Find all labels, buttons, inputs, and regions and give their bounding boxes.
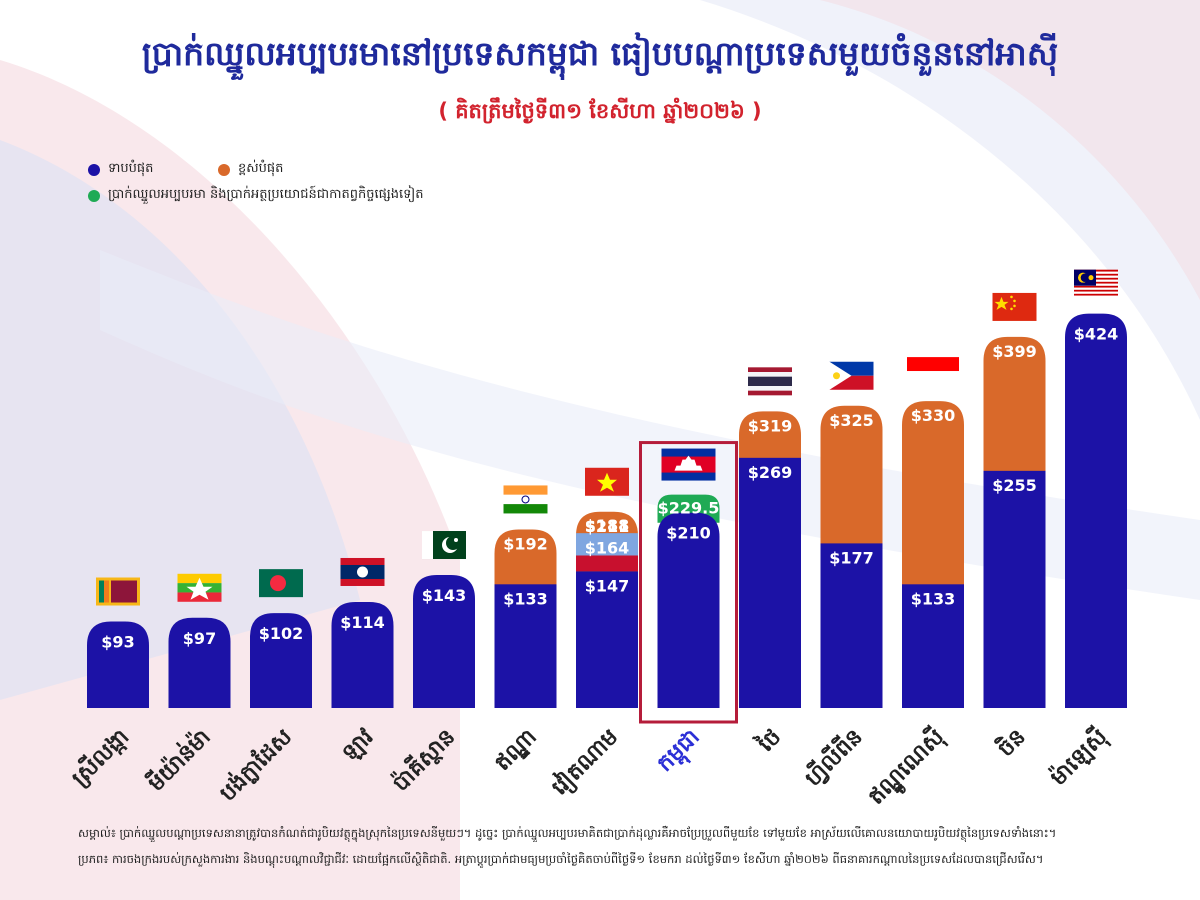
bar-mid-segment-blue bbox=[576, 533, 638, 556]
bar-low-segment bbox=[168, 617, 231, 708]
legend-label-high: ខ្ពស់បំផុត bbox=[238, 161, 284, 176]
category-label: ស្រីលង្កា bbox=[65, 722, 134, 791]
category-label: មីយ៉ាន់ម៉ា bbox=[142, 722, 216, 796]
myanmar-flag bbox=[177, 573, 222, 602]
data-label-low: $177 bbox=[829, 548, 874, 567]
data-label-high: $325 bbox=[829, 411, 874, 430]
data-label-low: $133 bbox=[911, 589, 956, 608]
bar-low-segment bbox=[983, 470, 1046, 708]
bar-low-segment bbox=[657, 512, 720, 708]
bar-mid-segment-red bbox=[576, 555, 638, 572]
data-label-low: $97 bbox=[183, 629, 216, 648]
thailand-flag bbox=[748, 367, 792, 396]
footnote-note: សម្គាល់៖ ប្រាក់ឈ្នួលបណ្តាប្រទេសនានាត្រូវ… bbox=[78, 826, 1057, 840]
highlight-frame bbox=[639, 441, 738, 724]
bar-low-segment bbox=[820, 543, 883, 708]
pakistan-flag bbox=[422, 531, 466, 560]
category-label: ឥណ្ឌា bbox=[490, 725, 541, 776]
vietnam-flag bbox=[585, 467, 629, 496]
data-label-low: $102 bbox=[259, 624, 304, 643]
data-label-mid: $188 bbox=[585, 516, 630, 535]
data-label-low: $114 bbox=[340, 613, 385, 632]
category-label: ឥណ្ឌូណេស៊ី bbox=[862, 722, 953, 813]
data-label-high: $330 bbox=[911, 406, 956, 425]
legend-swatch-low bbox=[88, 163, 100, 176]
category-label: បង់ក្លាដែស bbox=[213, 722, 297, 806]
bar-high-segment bbox=[902, 401, 964, 587]
bar-low-segment bbox=[902, 584, 964, 708]
legend-item-benefits: ប្រាក់ឈ្នួលអប្បបរមា និងប្រាក់អត្ថប្រយោជន… bbox=[88, 186, 424, 205]
category-label: ចិន bbox=[991, 722, 1031, 762]
data-label-high: $192 bbox=[503, 534, 548, 553]
bar-high-segment bbox=[983, 336, 1046, 473]
bar-high-segment bbox=[820, 405, 883, 546]
category-label: ប៉ាគីស្ថាន bbox=[386, 722, 460, 796]
data-label-benefits: $229.5 bbox=[658, 499, 720, 518]
bar-low-segment bbox=[576, 571, 638, 708]
bar-low-segment bbox=[739, 457, 801, 708]
china-flag bbox=[992, 292, 1037, 321]
legend-label-low: ទាបបំផុត bbox=[108, 161, 154, 176]
bar-low-segment bbox=[250, 613, 312, 708]
india-flag bbox=[503, 485, 548, 514]
page-subtitle: ( គិតត្រឹមថ្ងៃទី៣១ ខែសីហា ឆ្នាំ២០២៦ ) bbox=[438, 99, 762, 123]
data-label-low: $143 bbox=[422, 586, 467, 605]
bar-low-segment bbox=[494, 584, 557, 708]
bar-high-segment bbox=[494, 529, 557, 587]
data-label-low: $210 bbox=[666, 524, 711, 543]
bar-low-segment bbox=[1065, 313, 1127, 708]
page-title: ប្រាក់ឈ្នួលអប្បបរមានៅប្រទេសកម្ពុជា ធៀបបណ… bbox=[141, 34, 1059, 73]
category-label: ម៉ាឡេស៊ី bbox=[1044, 722, 1114, 792]
data-label-high: $319 bbox=[748, 416, 793, 435]
data-label-high: $211 bbox=[585, 517, 630, 536]
legend-swatch-high bbox=[218, 163, 230, 176]
bar-low-segment bbox=[87, 621, 149, 708]
sri-lanka-flag bbox=[96, 577, 140, 606]
category-label: ថៃ bbox=[751, 722, 786, 757]
category-label: កម្ពុជា bbox=[652, 725, 708, 781]
laos-flag bbox=[340, 557, 385, 586]
bar-low-segment bbox=[331, 601, 394, 708]
data-label-low: $424 bbox=[1074, 325, 1119, 344]
cambodia-flag bbox=[661, 448, 716, 481]
bar-low-segment bbox=[413, 575, 475, 708]
footnote-source: ប្រភព៖ ការចងក្រងរបស់ក្រសួងការងារ និងបណ្ត… bbox=[78, 852, 1044, 866]
category-label: ឡាវ bbox=[337, 725, 379, 767]
data-label-high: $399 bbox=[992, 342, 1037, 361]
bangladesh-flag bbox=[259, 569, 303, 598]
bar-high-segment bbox=[739, 411, 801, 460]
data-label-low: $133 bbox=[503, 589, 548, 608]
data-label-low: $269 bbox=[748, 463, 793, 482]
philippines-flag bbox=[829, 361, 874, 390]
legend-swatch-benefits bbox=[88, 189, 100, 202]
legend-label-benefits: ប្រាក់ឈ្នួលអប្បបរមា និងប្រាក់អត្ថប្រយោជន… bbox=[108, 187, 424, 202]
category-label: ហ្វីលីពីន bbox=[799, 722, 868, 791]
data-label-low: $93 bbox=[101, 633, 134, 652]
category-label: វៀតណាម bbox=[545, 722, 624, 801]
indonesia-flag bbox=[907, 357, 959, 386]
data-label-low: $147 bbox=[585, 576, 630, 595]
data-label-low: $255 bbox=[992, 476, 1037, 495]
malaysia-flag bbox=[1074, 269, 1118, 298]
legend-item-low: ទាបបំផុត bbox=[88, 160, 153, 179]
legend-item-high: ខ្ពស់បំផុត bbox=[218, 160, 283, 179]
data-label-mid: $164 bbox=[585, 538, 630, 557]
